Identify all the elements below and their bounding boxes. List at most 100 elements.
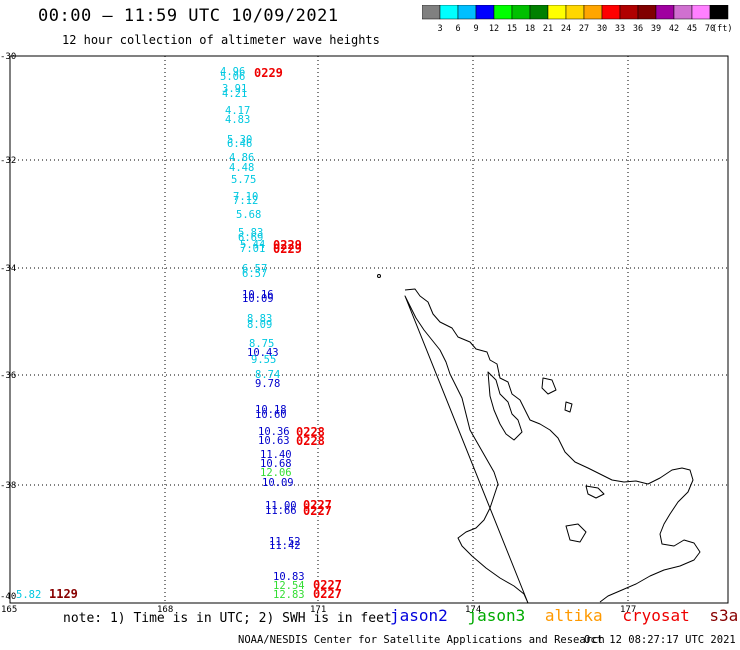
wave-height-reading: 6.46 xyxy=(227,138,252,150)
lat-label: -36 xyxy=(0,371,16,381)
color-scale-swatch xyxy=(691,5,711,20)
satellite-legend: jason2 jason3 altika cryosat s3a xyxy=(390,606,740,625)
wave-height-reading: 11.52 xyxy=(269,536,301,548)
track-time-label: 0228 xyxy=(296,425,325,439)
color-scale-label: 33 xyxy=(615,24,625,34)
lon-label: 165 xyxy=(1,605,17,615)
color-scale-label: 3 xyxy=(437,24,442,34)
wave-height-reading: 5.44 xyxy=(240,239,265,251)
wave-height-readings: 4.965.063.914.21 4.174.83 5.306.46 4.864.48… xyxy=(16,66,305,601)
track-time-label: 0229 xyxy=(273,238,302,252)
wave-height-reading: 11.40 xyxy=(260,449,292,461)
lon-label: 168 xyxy=(157,605,173,615)
coastline-island-eastcape xyxy=(585,485,605,499)
wave-height-reading: 10.68 xyxy=(260,458,292,470)
wave-height-reading: 5.83 xyxy=(238,227,263,239)
wave-height-reading: 9.78 xyxy=(255,378,280,390)
wave-height-reading: 8.09 xyxy=(247,319,272,331)
wave-height-reading: 4.96 xyxy=(220,66,245,78)
color-scale-labels: 3 6 9 12 15 18 21 24 27 30 33 36 39 42 45 70 xyxy=(437,24,715,34)
color-scale-swatch xyxy=(547,5,567,20)
color-scale-bar: 3 6 9 12 15 18 21 24 27 30 33 36 39 42 45 70 (ft) xyxy=(422,5,732,34)
color-scale-label: 42 xyxy=(669,24,679,34)
legend-item-altika: altika xyxy=(544,606,603,625)
lat-label: -40 xyxy=(0,592,16,602)
color-scale-swatch xyxy=(565,5,585,20)
lon-label: 174 xyxy=(465,605,481,615)
lon-labels: 165 168 171 174 177 xyxy=(1,605,636,615)
color-scale-label: 45 xyxy=(687,24,697,34)
page-title: 00:00 – 11:59 UTC 10/09/2021 xyxy=(38,6,339,26)
map-frame xyxy=(9,55,729,604)
legend-item-s3a: s3a xyxy=(709,606,739,625)
coastline xyxy=(377,274,701,604)
color-scale-label: 18 xyxy=(525,24,535,34)
legend-item-cryosat: cryosat xyxy=(622,606,690,625)
wave-height-reading: 10.63 xyxy=(258,435,290,447)
wave-height-reading: 5.06 xyxy=(220,71,245,83)
wave-height-reading: 4.86 xyxy=(229,152,254,164)
wave-height-reading: 4.48 xyxy=(229,162,254,174)
color-scale-label: 39 xyxy=(651,24,661,34)
wave-height-reading: 12.06 xyxy=(260,467,292,479)
color-scale-unit: (ft) xyxy=(712,24,732,34)
track-time-label: 0229 xyxy=(254,66,283,80)
track-time-label: 0229 xyxy=(273,242,302,256)
color-scale-label: 27 xyxy=(579,24,589,34)
wave-height-reading: 6.57 xyxy=(242,263,267,275)
legend-item-jason3: jason3 xyxy=(467,606,526,625)
coastline-lake xyxy=(565,523,587,543)
credit-line: NOAA/NESDIS Center for Satellite Applica… xyxy=(238,634,605,646)
color-scale-label: 24 xyxy=(561,24,571,34)
wave-height-reading: 8.83 xyxy=(247,313,272,325)
wave-height-reading: 8.74 xyxy=(255,369,280,381)
color-scale-swatch xyxy=(529,5,549,20)
footer-note: note: 1) Time is in UTC; 2) SWH is in fe… xyxy=(63,611,392,626)
color-scale-swatch xyxy=(637,5,657,20)
coastline-islet xyxy=(377,274,381,278)
lon-label: 171 xyxy=(310,605,326,615)
track-time-label: 0227 xyxy=(303,498,332,512)
wave-height-reading: 12.83 xyxy=(273,589,305,601)
wave-height-reading: 11.66 xyxy=(265,505,297,517)
color-scale-label: 9 xyxy=(473,24,478,34)
wave-height-reading: 5.82 xyxy=(16,589,41,601)
wave-height-reading: 7.12 xyxy=(233,195,258,207)
coastline-island-great-barrier xyxy=(541,377,557,395)
color-scale-swatch xyxy=(655,5,675,20)
wave-height-reading: 7.01 xyxy=(240,243,265,255)
color-scale-label: 6 xyxy=(455,24,460,34)
wave-height-reading: 10.09 xyxy=(262,477,294,489)
color-scale-swatch xyxy=(511,5,531,20)
coastline-inlet xyxy=(487,371,523,441)
wave-height-reading: 9.55 xyxy=(251,354,276,366)
wave-height-reading: 5.30 xyxy=(227,134,252,146)
color-scale-label: 21 xyxy=(543,24,553,34)
lat-label: -30 xyxy=(0,52,16,62)
coastline-north-island xyxy=(404,288,701,604)
wave-height-reading: 10.16 xyxy=(242,289,274,301)
grid-lines xyxy=(10,56,728,603)
color-scale-label: 30 xyxy=(597,24,607,34)
track-time-label: 0227 xyxy=(313,587,342,601)
color-scale-swatch xyxy=(619,5,639,20)
color-scale-swatch xyxy=(601,5,621,20)
page-subtitle: 12 hour collection of altimeter wave hei… xyxy=(62,33,380,47)
wave-height-reading: 12.54 xyxy=(273,580,305,592)
wave-height-reading: 5.68 xyxy=(236,209,261,221)
lat-label: -38 xyxy=(0,481,16,491)
wave-height-reading: 8.75 xyxy=(249,338,274,350)
wave-height-reading: 10.18 xyxy=(255,404,287,416)
track-time-label: 1129 xyxy=(49,587,78,601)
color-scale-label: 12 xyxy=(489,24,499,34)
wave-height-reading: 4.17 xyxy=(225,105,250,117)
color-scale-swatch xyxy=(475,5,495,20)
lat-label: -34 xyxy=(0,264,16,274)
color-scale-label: 15 xyxy=(507,24,517,34)
wave-height-reading: 6.69 xyxy=(238,232,263,244)
wave-height-reading: 10.09 xyxy=(242,293,274,305)
track-time-label: 0227 xyxy=(303,504,332,518)
color-scale-label: 36 xyxy=(633,24,643,34)
